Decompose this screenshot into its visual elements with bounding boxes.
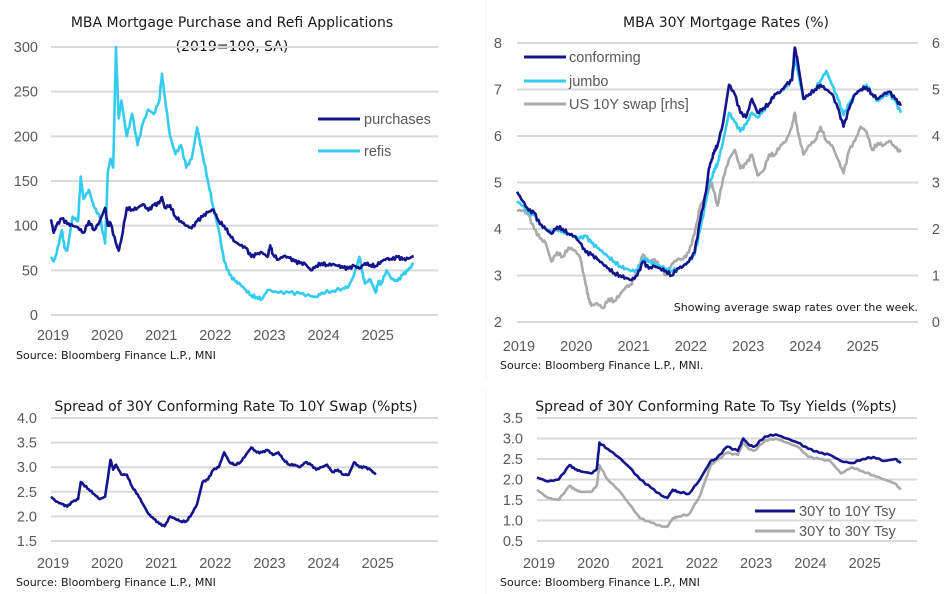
chart-spread-tsy: Spread of 30Y Conforming Rate To Tsy Yie… <box>470 390 946 594</box>
x-tick-label: 2024 <box>307 328 339 344</box>
series-line-refis <box>49 45 415 302</box>
y-tick-label: 2.5 <box>17 485 37 501</box>
chart-applications-svg: MBA Mortgage Purchase and Refi Applicati… <box>14 15 438 362</box>
legend-label-10y: 30Y to 10Y Tsy <box>799 504 896 520</box>
y-tick-label: 2 <box>494 315 502 331</box>
y-tick-label: 2.5 <box>503 452 523 468</box>
x-tick-label: 2022 <box>199 556 231 572</box>
legend-label-jumbo: jumbo <box>568 74 609 90</box>
chart-applications: MBA Mortgage Purchase and Refi Applicati… <box>0 0 470 390</box>
x-tick-label: 2024 <box>794 556 826 572</box>
series-line-30y-conforming-minus-10y-swap <box>50 446 377 528</box>
x-tick-label: 2020 <box>560 339 592 355</box>
y-tick-label: 3.5 <box>503 411 523 427</box>
legend: 30Y to 10Y Tsy 30Y to 30Y Tsy <box>755 504 896 540</box>
x-tick-label: 2025 <box>849 556 881 572</box>
y-tick-label: 300 <box>14 40 38 56</box>
y-tick-label: 8 <box>494 36 502 52</box>
y2-tick-label: 1 <box>932 269 940 285</box>
source-note: Source: Bloomberg Finance L.P., MNI. <box>500 359 703 372</box>
legend: conforming jumbo US 10Y swap [rhs] <box>524 50 689 113</box>
series-line-purchases <box>49 195 415 272</box>
x-tick-label: 2024 <box>789 339 821 355</box>
x-tick-label: 2022 <box>686 556 718 572</box>
y-tick-label: 1.0 <box>503 514 523 530</box>
x-tick-label: 2025 <box>362 556 394 572</box>
x-tick-label: 2019 <box>37 328 69 344</box>
x-tick-label: 2019 <box>523 556 555 572</box>
y-tick-label: 7 <box>494 83 502 99</box>
x-tick-label: 2022 <box>199 328 231 344</box>
chart-title: Spread of 30Y Conforming Rate To 10Y Swa… <box>54 399 417 415</box>
x-tick-label: 2019 <box>37 556 69 572</box>
y-tick-label: 1.5 <box>503 493 523 509</box>
x-tick-label: 2019 <box>503 339 535 355</box>
y-tick-label: 3.0 <box>17 460 37 476</box>
series-line-30y-to-10y-tsy <box>536 433 902 500</box>
source-note: Source: Bloomberg Finance L.P., MNI <box>16 349 216 362</box>
series-line-conforming <box>515 46 903 282</box>
y-tick-label: 4.0 <box>17 411 37 427</box>
x-tick-label: 2024 <box>307 556 339 572</box>
series-line-30y-to-30y-tsy <box>536 437 902 529</box>
y-tick-label: 2.0 <box>17 509 37 525</box>
y-tick-label: 4 <box>494 222 502 238</box>
y-tick-label: 5 <box>494 176 502 192</box>
chart-title: MBA 30Y Mortgage Rates (%) <box>623 15 829 31</box>
legend-label-refis: refis <box>364 144 391 160</box>
x-tick-label: 2025 <box>847 339 879 355</box>
y-tick-label: 250 <box>14 85 38 101</box>
y-tick-label: 50 <box>22 263 38 279</box>
chart-title: Spread of 30Y Conforming Rate To Tsy Yie… <box>535 399 896 415</box>
chart-annotation: Showing average swap rates over the week… <box>674 301 918 314</box>
y2-tick-label: 3 <box>932 176 940 192</box>
chart-mortgage-rates-svg: MBA 30Y Mortgage Rates (%) 2 3 4 5 6 7 8 0 1 2 3 4 5… <box>485 0 940 380</box>
y-tick-label: 3 <box>494 269 502 285</box>
y-tick-label: 6 <box>494 129 502 145</box>
legend: purchases refis <box>318 112 431 160</box>
chart-title: MBA Mortgage Purchase and Refi Applicati… <box>71 15 393 31</box>
y-tick-label: 0 <box>30 308 38 324</box>
x-tick-label: 2023 <box>732 339 764 355</box>
source-note: Source: Bloomberg Finance L.P., MNI <box>16 576 216 589</box>
x-tick-label: 2021 <box>145 556 177 572</box>
x-tick-label: 2021 <box>617 339 649 355</box>
source-note: Source: Bloomberg Finance L.P., MNI <box>500 576 700 589</box>
x-tick-label: 2023 <box>253 328 285 344</box>
chart-spread-swap: Spread of 30Y Conforming Rate To 10Y Swa… <box>0 390 470 594</box>
y2-tick-label: 5 <box>932 83 940 99</box>
y-tick-label: 200 <box>14 129 38 145</box>
y-tick-label: 3.0 <box>503 432 523 448</box>
legend-label-swap: US 10Y swap [rhs] <box>569 97 689 113</box>
legend-label-purchases: purchases <box>364 112 431 128</box>
y-tick-label: 0.5 <box>503 534 523 550</box>
y-tick-label: 100 <box>14 219 38 235</box>
y-tick-label: 2.0 <box>503 473 523 489</box>
x-tick-label: 2023 <box>740 556 772 572</box>
x-tick-label: 2023 <box>253 556 285 572</box>
y-tick-label: 150 <box>14 174 38 190</box>
x-tick-label: 2025 <box>362 328 394 344</box>
y2-tick-label: 4 <box>932 129 940 145</box>
y2-tick-label: 2 <box>932 222 940 238</box>
x-tick-label: 2020 <box>91 328 123 344</box>
y2-tick-label: 0 <box>932 315 940 331</box>
x-tick-label: 2021 <box>145 328 177 344</box>
y-tick-label: 3.5 <box>17 436 37 452</box>
y2-tick-label: 6 <box>932 36 940 52</box>
series-line-us-10y-swap-rhs- <box>516 111 902 310</box>
legend-label-30y: 30Y to 30Y Tsy <box>799 524 896 540</box>
x-tick-label: 2020 <box>577 556 609 572</box>
series-line-jumbo <box>516 55 903 274</box>
x-tick-label: 2022 <box>675 339 707 355</box>
x-tick-label: 2020 <box>91 556 123 572</box>
chart-mortgage-rates: MBA 30Y Mortgage Rates (%) 2 3 4 5 6 7 8 0 1 2 3 4 5… <box>470 0 946 390</box>
x-tick-label: 2021 <box>631 556 663 572</box>
y-tick-label: 1.5 <box>17 534 37 550</box>
legend-label-conforming: conforming <box>569 50 641 66</box>
chart-spread-tsy-svg: Spread of 30Y Conforming Rate To Tsy Yie… <box>485 390 917 594</box>
chart-spread-swap-svg: Spread of 30Y Conforming Rate To 10Y Swa… <box>16 399 438 589</box>
